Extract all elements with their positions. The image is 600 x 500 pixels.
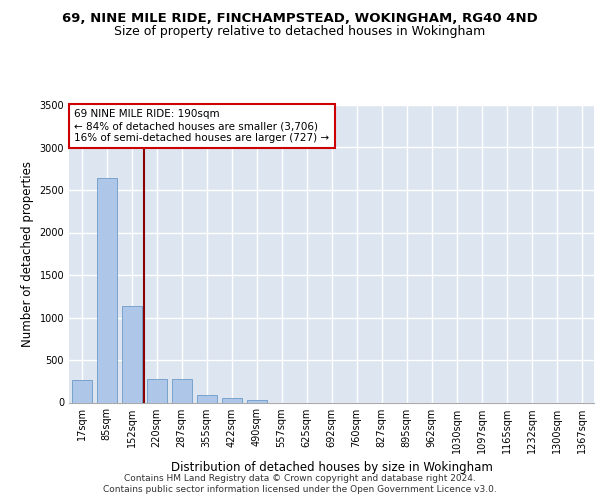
Text: Contains HM Land Registry data © Crown copyright and database right 2024.
Contai: Contains HM Land Registry data © Crown c… (103, 474, 497, 494)
Bar (71, 380, 91, 402)
Bar (247, 400, 266, 402)
Y-axis label: Number of detached properties: Number of detached properties (21, 161, 34, 347)
Bar (121, 306, 142, 402)
Bar (172, 379, 191, 402)
Text: Size of property relative to detached houses in Wokingham: Size of property relative to detached ho… (115, 25, 485, 38)
X-axis label: Distribution of detached houses by size in Wokingham: Distribution of detached houses by size … (170, 461, 493, 474)
Bar (97, 178, 116, 402)
Text: 69 NINE MILE RIDE: 190sqm
← 84% of detached houses are smaller (3,706)
16% of se: 69 NINE MILE RIDE: 190sqm ← 84% of detac… (74, 110, 329, 142)
Bar (146, 378, 167, 402)
Text: 69, NINE MILE RIDE, FINCHAMPSTEAD, WOKINGHAM, RG40 4ND: 69, NINE MILE RIDE, FINCHAMPSTEAD, WOKIN… (62, 12, 538, 26)
Bar (221, 398, 241, 402)
Bar (197, 395, 217, 402)
